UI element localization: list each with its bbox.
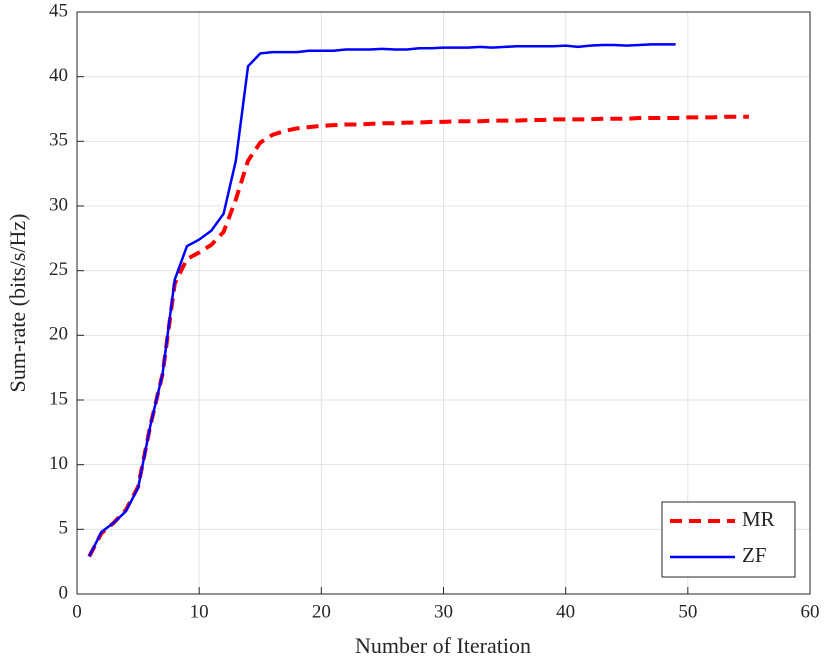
y-tick-label: 30 [49, 194, 68, 215]
x-tick-label: 40 [556, 601, 575, 622]
lines [87, 43, 749, 558]
legend [661, 501, 796, 578]
y-tick-label: 0 [59, 582, 69, 603]
series-line [88, 43, 676, 558]
x-tick-label: 50 [678, 601, 697, 622]
y-tick-label: 45 [49, 0, 68, 21]
legend-label: MR [742, 507, 775, 531]
y-tick-label: 10 [49, 453, 68, 474]
x-axis-label: Number of Iteration [355, 633, 531, 658]
y-tick-label: 35 [49, 130, 68, 151]
y-tick-label: 20 [49, 324, 68, 345]
y-axis-label: Sum-rate (bits/s/Hz) [5, 213, 30, 392]
y-tick-label: 5 [59, 518, 69, 539]
legend-label: ZF [742, 543, 767, 567]
x-tick-label: 60 [801, 601, 820, 622]
x-tick-label: 30 [434, 601, 453, 622]
y-tick-label: 40 [49, 65, 68, 86]
x-tick-label: 10 [190, 601, 209, 622]
x-tick-label: 0 [72, 601, 82, 622]
y-tick-label: 15 [49, 388, 68, 409]
y-tick-label: 25 [49, 259, 68, 280]
x-tick-label: 20 [312, 601, 331, 622]
series-line [87, 114, 749, 558]
